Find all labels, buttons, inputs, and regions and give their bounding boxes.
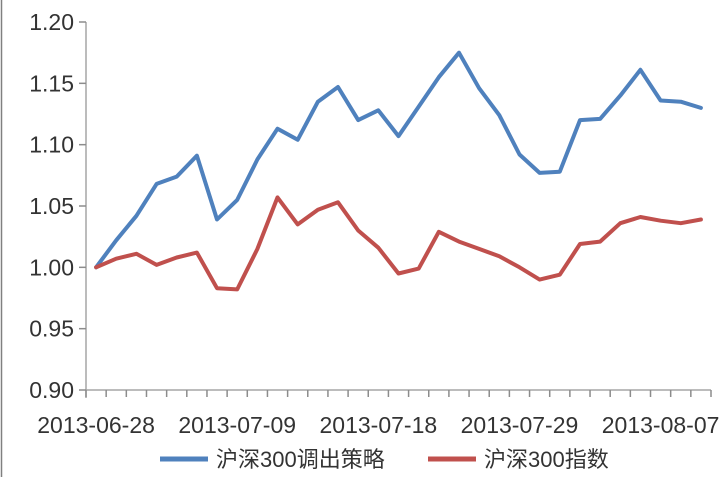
y-axis-tick-label: 1.15: [29, 70, 74, 96]
x-axis-tick-label: 2013-07-29: [461, 412, 579, 438]
legend-label: 沪深300调出策略: [216, 447, 385, 472]
y-axis-tick-label: 1.10: [29, 132, 74, 158]
y-axis-tick-label: 1.00: [29, 254, 74, 280]
x-axis-tick-label: 2013-07-18: [320, 412, 438, 438]
legend-label: 沪深300指数: [484, 447, 609, 472]
legend-item-index: 沪深300指数: [428, 447, 609, 472]
y-axis-tick-label: 1.20: [29, 9, 74, 35]
x-axis-tick-label: 2013-08-07: [602, 412, 720, 438]
y-axis-tick-label: 0.95: [29, 316, 74, 342]
index-line: [94, 195, 703, 292]
legend-item-strategy: 沪深300调出策略: [160, 447, 385, 472]
y-axis-tick-label: 0.90: [29, 377, 74, 403]
strategy-line: [94, 50, 703, 270]
x-axis-tick-label: 2013-06-28: [37, 412, 155, 438]
x-axis-tick-label: 2013-07-09: [178, 412, 296, 438]
y-axis-tick-label: 1.05: [29, 193, 74, 219]
